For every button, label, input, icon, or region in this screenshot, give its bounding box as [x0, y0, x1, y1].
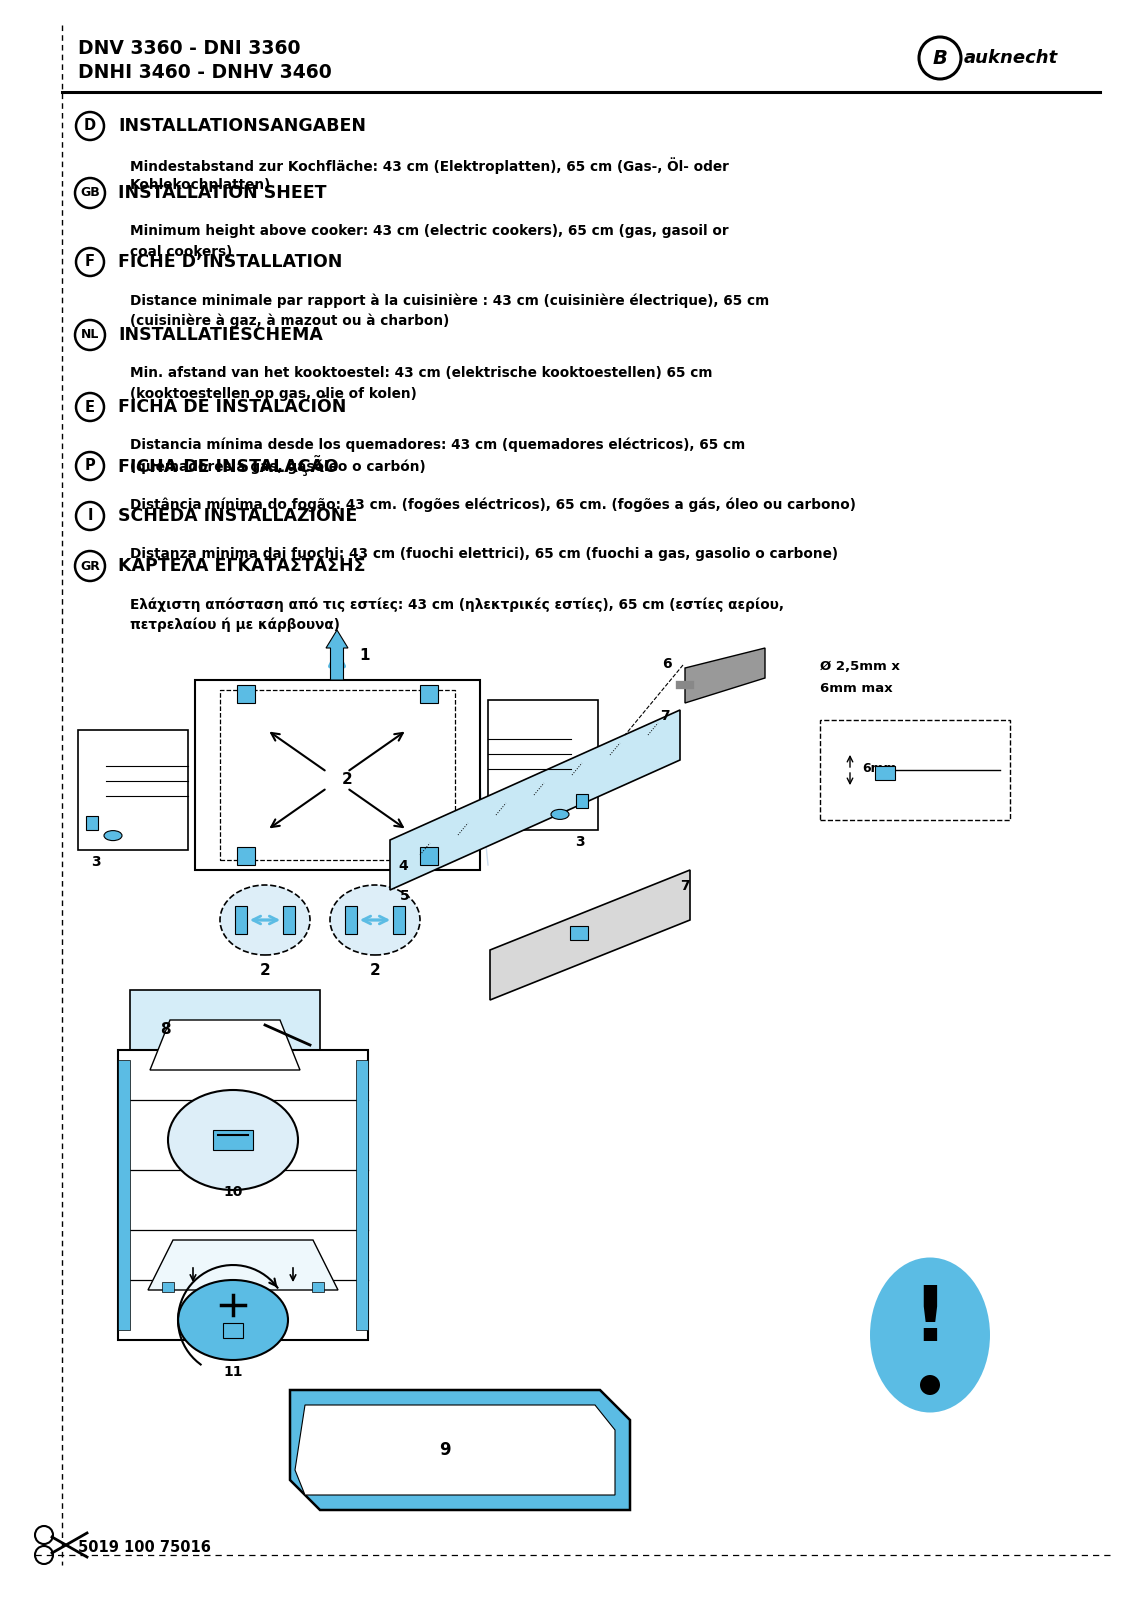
Text: INSTALLATION SHEET: INSTALLATION SHEET [118, 184, 327, 202]
Text: 2: 2 [342, 773, 353, 787]
Text: 1: 1 [359, 648, 370, 662]
Text: Distancia mínima desde los quemadores: 43 cm (quemadores eléctricos), 65 cm: Distancia mínima desde los quemadores: 4… [131, 438, 746, 453]
Text: 5: 5 [400, 890, 410, 902]
Bar [575, 794, 588, 808]
Text: I: I [87, 509, 93, 523]
Bar [220, 690, 455, 861]
Text: E: E [85, 400, 95, 414]
Text: Ελάχιστη απόσταση από τις εστίες: 43 cm (ηλεκτρικές εστίες), 65 cm (εστίες αερίο: Ελάχιστη απόσταση από τις εστίες: 43 cm … [131, 597, 784, 611]
Ellipse shape [871, 1258, 990, 1413]
Text: (kooktoestellen op gas, olie of kolen): (kooktoestellen op gas, olie of kolen) [131, 387, 417, 402]
Text: GR: GR [81, 560, 100, 573]
Polygon shape [390, 710, 680, 890]
Text: 10: 10 [224, 1186, 243, 1198]
Bar [237, 1282, 249, 1293]
Text: 4: 4 [398, 859, 407, 874]
Ellipse shape [104, 830, 121, 840]
Text: DNHI 3460 - DNHV 3460: DNHI 3460 - DNHV 3460 [78, 62, 331, 82]
Ellipse shape [330, 885, 420, 955]
Text: DNV 3360 - DNI 3360: DNV 3360 - DNI 3360 [78, 38, 301, 58]
Text: 6mm: 6mm [861, 762, 897, 774]
Bar [420, 846, 438, 866]
Text: INSTALLATIONSANGABEN: INSTALLATIONSANGABEN [118, 117, 365, 134]
Text: coal cookers): coal cookers) [131, 245, 233, 259]
Polygon shape [148, 1240, 338, 1290]
Text: GB: GB [81, 187, 100, 200]
Bar [162, 1282, 174, 1293]
Text: Min. afstand van het kooktoestel: 43 cm (elektrische kooktoestellen) 65 cm: Min. afstand van het kooktoestel: 43 cm … [131, 366, 713, 379]
Bar [222, 1323, 243, 1338]
Text: Kohlekochplatten): Kohlekochplatten) [131, 178, 271, 192]
Text: D: D [84, 118, 96, 133]
Text: FICHE D’INSTALLATION: FICHE D’INSTALLATION [118, 253, 343, 270]
Polygon shape [490, 870, 690, 1000]
Text: 9: 9 [439, 1442, 451, 1459]
Text: 6: 6 [663, 658, 672, 670]
Bar [131, 990, 320, 1085]
Ellipse shape [550, 810, 569, 819]
Polygon shape [686, 648, 765, 702]
Text: 3: 3 [91, 854, 101, 869]
Ellipse shape [178, 1280, 288, 1360]
Ellipse shape [220, 885, 310, 955]
Text: INSTALLATIESCHEMA: INSTALLATIESCHEMA [118, 326, 322, 344]
Polygon shape [295, 1405, 615, 1494]
Polygon shape [150, 1021, 300, 1070]
Bar [213, 1130, 253, 1150]
Text: 7: 7 [680, 878, 690, 893]
Text: 2: 2 [370, 963, 380, 978]
Polygon shape [291, 1390, 630, 1510]
Text: 2: 2 [260, 963, 270, 978]
Bar [570, 926, 588, 939]
Bar [312, 1282, 323, 1293]
Text: (quemadores a gas, gasóleo o carbón): (quemadores a gas, gasóleo o carbón) [131, 459, 426, 474]
Text: Distância mínima do fogão: 43 cm. (fogões eléctricos), 65 cm. (fogões a gás, óle: Distância mínima do fogão: 43 cm. (fogõe… [131, 498, 856, 512]
FancyArrow shape [326, 630, 348, 680]
Bar [488, 701, 598, 830]
Text: 6mm max: 6mm max [819, 682, 892, 694]
Text: P: P [85, 459, 95, 474]
Bar [235, 906, 247, 934]
Ellipse shape [168, 1090, 299, 1190]
Text: (cuisinière à gaz, à mazout ou à charbon): (cuisinière à gaz, à mazout ou à charbon… [131, 314, 449, 328]
Text: auknecht: auknecht [964, 50, 1058, 67]
Text: 11: 11 [224, 1365, 243, 1379]
Bar [78, 730, 188, 850]
Text: NL: NL [81, 328, 99, 341]
Bar [283, 906, 295, 934]
Bar [86, 816, 98, 830]
Text: 7: 7 [659, 709, 670, 723]
Text: Distanza minima dai fuochi: 43 cm (fuochi elettrici), 65 cm (fuochi a gas, gasol: Distanza minima dai fuochi: 43 cm (fuoch… [131, 547, 838, 562]
Bar [345, 906, 358, 934]
Text: Distance minimale par rapport à la cuisinière : 43 cm (cuisinière électrique), 6: Distance minimale par rapport à la cuisi… [131, 293, 770, 307]
Text: !: ! [913, 1283, 948, 1357]
Bar [356, 1059, 368, 1330]
Text: SCHEDA INSTALLAZIONE: SCHEDA INSTALLAZIONE [118, 507, 358, 525]
Text: 5019 100 75016: 5019 100 75016 [78, 1541, 211, 1555]
Bar [393, 906, 405, 934]
Bar [195, 680, 480, 870]
Bar [237, 685, 255, 702]
Text: 8: 8 [160, 1022, 170, 1037]
Text: πετρελαίου ή με κάρβουνα): πετρελαίου ή με κάρβουνα) [131, 618, 339, 632]
Bar [118, 1059, 131, 1330]
Text: F: F [85, 254, 95, 269]
Bar [875, 766, 896, 781]
Bar [118, 1050, 368, 1341]
Text: Minimum height above cooker: 43 cm (electric cookers), 65 cm (gas, gasoil or: Minimum height above cooker: 43 cm (elec… [131, 224, 729, 238]
Text: Ø 2,5mm x: Ø 2,5mm x [819, 659, 900, 674]
Text: 3: 3 [575, 835, 585, 850]
Text: Mindestabstand zur Kochfläche: 43 cm (Elektroplatten), 65 cm (Gas-, Öl- oder: Mindestabstand zur Kochfläche: 43 cm (El… [131, 157, 729, 174]
Text: ΚΑΡΤΕΛΑ ΕΓΚΑΤΑΣΤΑΣΗΣ: ΚΑΡΤΕΛΑ ΕΓΚΑΤΑΣΤΑΣΗΣ [118, 557, 365, 574]
Text: B: B [933, 48, 948, 67]
Bar [819, 720, 1010, 819]
Text: FICHA DE INSTALACIÓN: FICHA DE INSTALACIÓN [118, 398, 346, 416]
Text: FICHA DE INSTALAÇÃO: FICHA DE INSTALAÇÃO [118, 456, 338, 477]
Circle shape [920, 1374, 940, 1395]
Bar [420, 685, 438, 702]
Bar [237, 846, 255, 866]
